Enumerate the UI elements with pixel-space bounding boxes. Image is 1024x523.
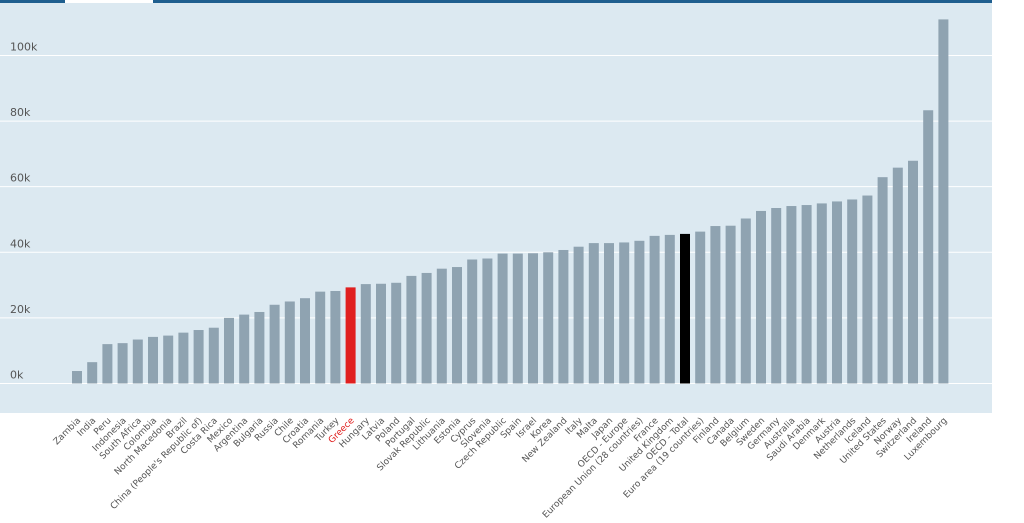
bar-bulgaria [254, 311, 265, 384]
bar-mexico [224, 317, 234, 384]
bar-portugal [406, 275, 417, 384]
y-tick-label: 20k [10, 303, 31, 316]
bar-north-macedonia [163, 335, 174, 384]
y-tick-label: 60k [10, 172, 31, 185]
bar-romania [315, 291, 326, 384]
bar-italy [573, 246, 584, 384]
bar-russia [269, 304, 280, 384]
bar-korea [543, 252, 554, 384]
bar-spain [512, 253, 523, 384]
bar-hungary [360, 284, 371, 384]
bar-euro-area-19-countries [695, 231, 706, 384]
bar-latvia [376, 283, 386, 384]
bar-saudi-arabia [801, 205, 812, 384]
bar-estonia [452, 267, 462, 384]
bar-brazil [178, 332, 189, 384]
bar-united-kingdom [664, 234, 675, 384]
bar-croatia [300, 298, 310, 384]
y-axis-ticks: 0k 20k 40k 60k 80k 100k [10, 40, 38, 381]
bar-new-zealand [558, 249, 569, 384]
top-border [0, 0, 992, 3]
bar-iceland [862, 195, 873, 384]
bar-malta [588, 243, 599, 384]
bar-costa-rica [208, 327, 219, 384]
top-tab-gap [65, 0, 153, 3]
bar-canada [725, 225, 736, 384]
bar-indonesia [117, 343, 128, 384]
bar-zambia [72, 371, 82, 384]
bar-australia [786, 206, 797, 384]
bar-japan [604, 243, 614, 384]
bar-poland [391, 282, 402, 384]
bar-ireland [923, 110, 934, 384]
bar-south-africa [132, 339, 143, 384]
bar-colombia [148, 336, 158, 384]
y-tick-label: 0k [10, 368, 24, 381]
bar-netherlands [847, 199, 858, 384]
bar-oecd-total [680, 233, 690, 384]
bar-peru [102, 344, 113, 384]
bar-sweden [756, 210, 766, 384]
bar-belgium [740, 218, 751, 384]
bar-india [87, 362, 98, 384]
bar-germany [771, 208, 782, 384]
bar-norway [892, 167, 903, 384]
bar-turkey [330, 290, 341, 384]
bar-united-states [877, 177, 888, 384]
bar-israel [528, 253, 538, 384]
bar-argentina [239, 314, 250, 384]
y-tick-label: 100k [10, 40, 38, 53]
bar-greece [345, 287, 356, 384]
bar-luxembourg [938, 19, 949, 384]
bar-european-union-28-countries [634, 240, 645, 384]
bar-lithuania [436, 268, 447, 384]
bar-oecd-europe [619, 242, 630, 384]
bar-slovak-republic [421, 272, 432, 384]
bars [72, 19, 949, 384]
y-tick-label: 40k [10, 237, 31, 250]
y-tick-label: 80k [10, 106, 31, 119]
bar-cyprus [467, 259, 478, 384]
bar-austria [832, 201, 842, 384]
bar-denmark [816, 203, 827, 384]
bar-china-people-s-republic-of [193, 330, 204, 384]
bar-czech-republic [497, 253, 508, 384]
bar-finland [710, 226, 721, 384]
bar-slovenia [482, 258, 493, 384]
bar-switzerland [908, 160, 918, 384]
bar-france [649, 235, 660, 384]
bar-chile [284, 301, 295, 384]
